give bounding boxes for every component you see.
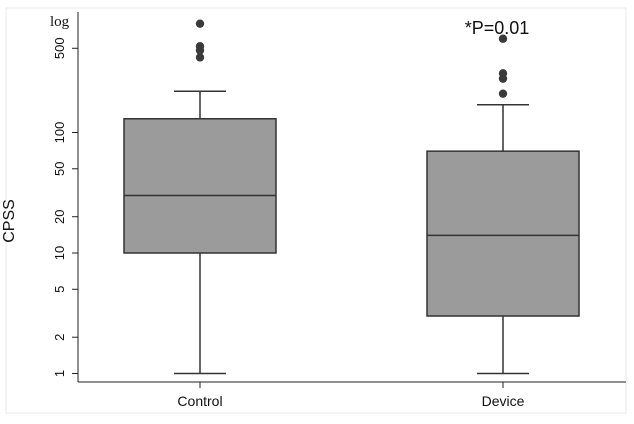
y-axis-title: CPSS — [1, 199, 18, 243]
outlier-point — [195, 53, 205, 62]
y-tick-label: 20 — [52, 209, 67, 223]
log-scale-label: log — [50, 14, 70, 30]
iqr-box — [123, 118, 277, 254]
y-tick-label: 10 — [52, 246, 67, 260]
x-tick-label: Device — [482, 393, 525, 409]
x-tick-label: Control — [177, 393, 222, 409]
x-tick-labels: Control Device — [177, 382, 525, 409]
p-value-annotation: *P=0.01 — [465, 18, 530, 38]
iqr-box — [426, 150, 580, 317]
box-device — [426, 34, 580, 375]
y-tick-label: 5 — [52, 286, 67, 293]
outlier-point — [498, 34, 508, 43]
y-tick-label: 50 — [52, 162, 67, 176]
y-tick-label: 100 — [52, 122, 67, 144]
y-tick-label: 500 — [52, 37, 67, 59]
y-tick-label: 1 — [52, 370, 67, 377]
outlier-point — [195, 19, 205, 28]
outlier-point — [498, 69, 508, 78]
y-ticks: 1 2 5 10 20 50 100 500 — [52, 37, 78, 377]
chart-frame — [5, 7, 627, 414]
y-tick-label: 2 — [52, 334, 67, 341]
box-control — [123, 19, 277, 375]
outlier-point — [498, 89, 508, 98]
outlier-point — [195, 42, 205, 51]
boxes — [123, 19, 580, 375]
